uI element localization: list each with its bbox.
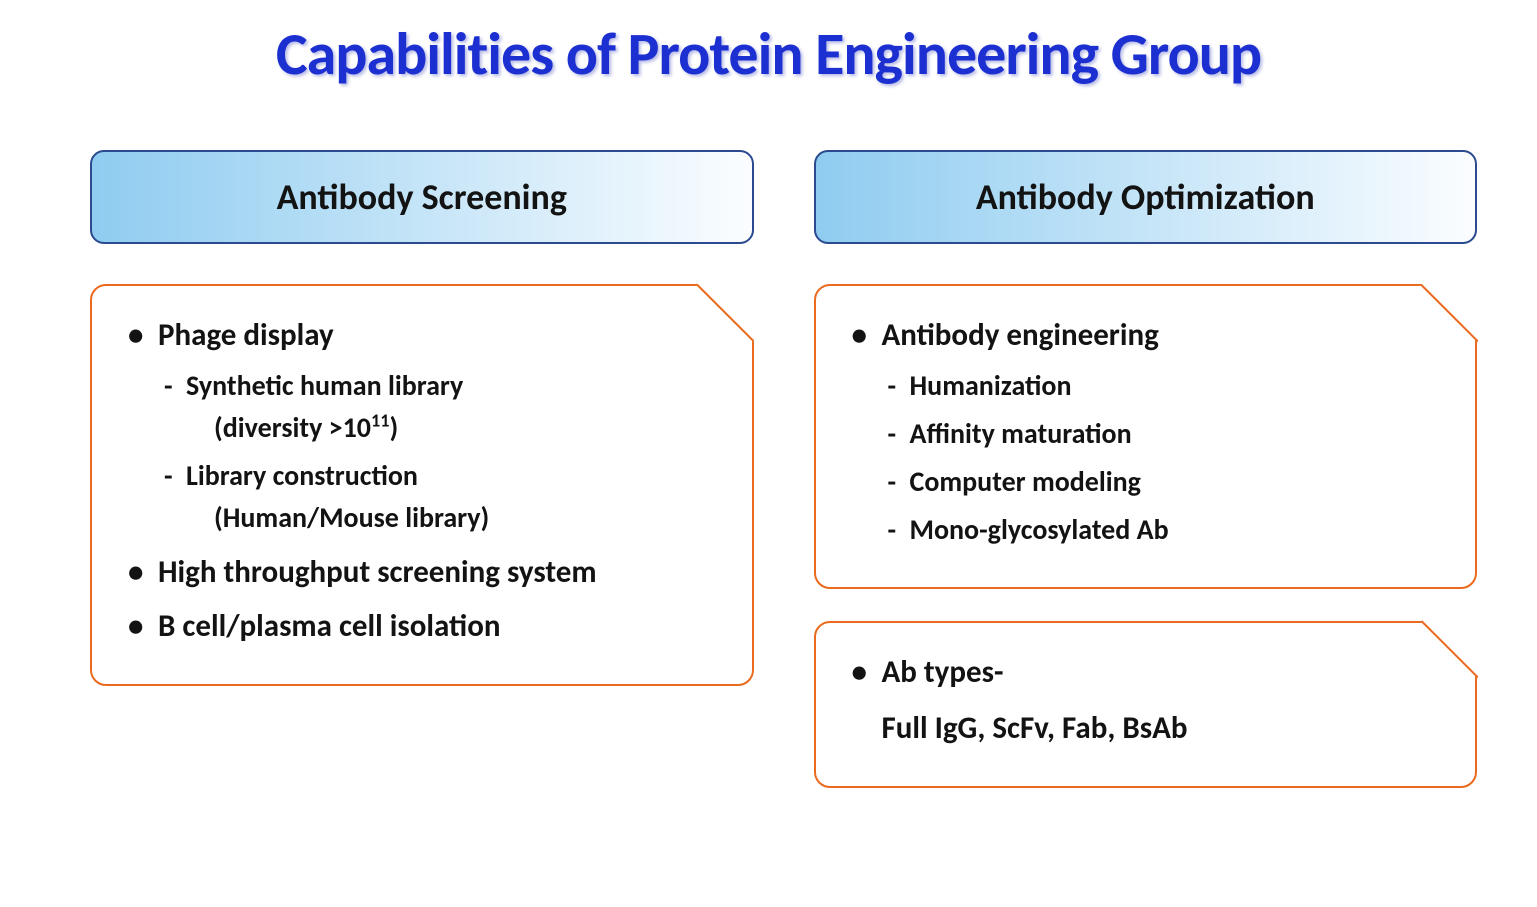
list-item-text: Antibody engineering xyxy=(882,316,1159,354)
sub-item: Library construction(Human/Mouse library… xyxy=(158,455,724,539)
list-item: High throughput screening system xyxy=(122,549,724,596)
list-item-text: B cell/plasma cell isolation xyxy=(158,607,501,645)
column-1: Antibody Optimization Antibody engineerin… xyxy=(814,150,1478,788)
sub-item: Computer modeling xyxy=(882,461,1448,503)
content-box: Antibody engineering Humanization Affinity… xyxy=(814,284,1478,589)
list-item-text: Phage display xyxy=(158,316,334,354)
sub-item: Synthetic human library(diversity >1011) xyxy=(158,365,724,449)
slide: Capabilities of Protein Engineering Grou… xyxy=(0,0,1537,907)
bullet-list: Phage display Synthetic human library(div… xyxy=(122,312,724,650)
list-item-text: Ab types- xyxy=(882,653,1004,691)
sub-list: Humanization Affinity maturation Computer … xyxy=(882,365,1448,551)
bullet-list: Antibody engineering Humanization Affinity… xyxy=(846,312,1448,551)
content-box: Ab types- Full IgG, ScFv, Fab, BsAb xyxy=(814,621,1478,788)
list-item: Ab types- Full IgG, ScFv, Fab, BsAb xyxy=(846,649,1448,752)
list-item-text: High throughput screening system xyxy=(158,553,597,591)
sub-item: Humanization xyxy=(882,365,1448,407)
list-item-continuation: Full IgG, ScFv, Fab, BsAb xyxy=(882,705,1448,752)
column-header: Antibody Optimization xyxy=(814,150,1478,244)
column-0: Antibody Screening Phage display Synthetic… xyxy=(90,150,754,788)
columns-container: Antibody Screening Phage display Synthetic… xyxy=(90,150,1477,788)
slide-title: Capabilities of Protein Engineering Grou… xyxy=(0,18,1537,91)
content-box: Phage display Synthetic human library(div… xyxy=(90,284,754,686)
list-item: Phage display Synthetic human library(div… xyxy=(122,312,724,539)
column-header: Antibody Screening xyxy=(90,150,754,244)
sub-item: Mono-glycosylated Ab xyxy=(882,509,1448,551)
list-item: B cell/plasma cell isolation xyxy=(122,603,724,650)
bullet-list: Ab types- Full IgG, ScFv, Fab, BsAb xyxy=(846,649,1448,752)
sub-item: Affinity maturation xyxy=(882,413,1448,455)
sub-list: Synthetic human library(diversity >1011)… xyxy=(158,365,724,539)
list-item: Antibody engineering Humanization Affinity… xyxy=(846,312,1448,551)
